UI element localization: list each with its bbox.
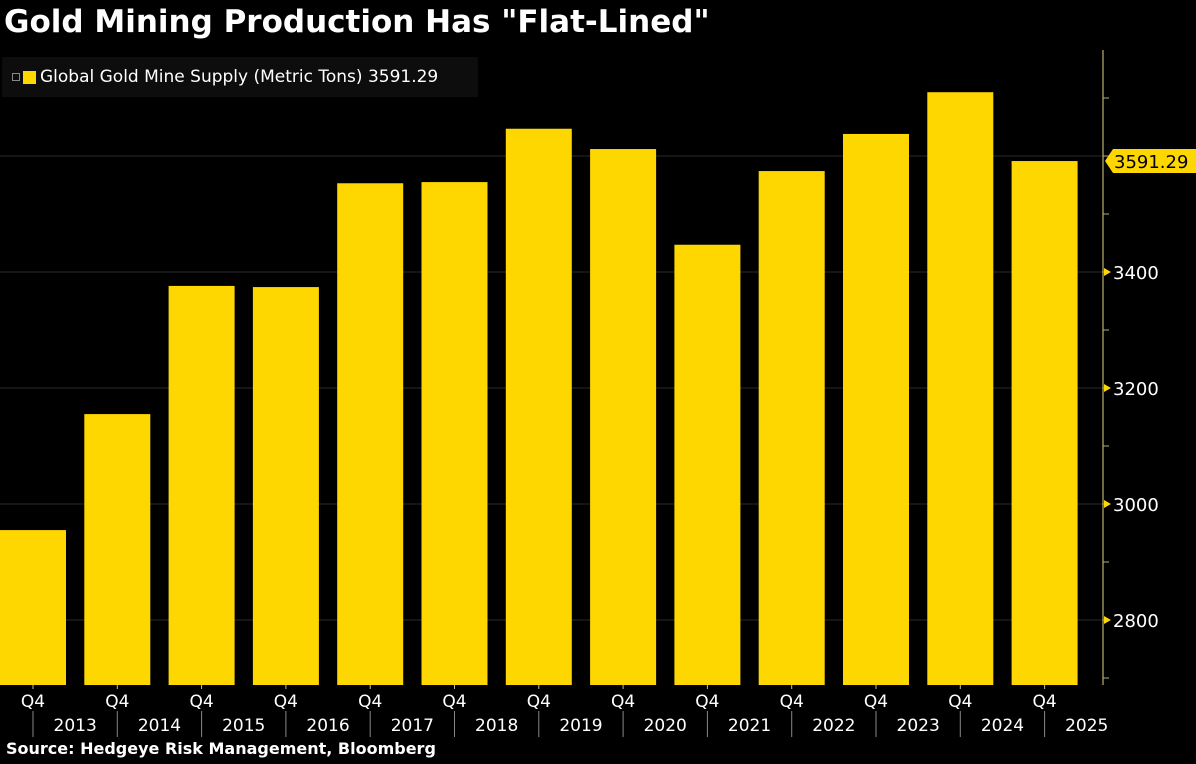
bar xyxy=(0,530,66,685)
legend-swatch xyxy=(23,70,36,84)
y-tick-label: 3400 xyxy=(1113,263,1159,284)
y-tick-marker xyxy=(1104,500,1111,508)
x-quarter-label: Q4 xyxy=(274,692,298,712)
bar xyxy=(590,149,657,686)
y-tick-marker xyxy=(1104,268,1111,276)
y-tick-marker xyxy=(1104,384,1111,392)
bar xyxy=(421,182,488,685)
x-quarter-label: Q4 xyxy=(189,692,213,712)
x-year-label: 2025 xyxy=(1065,716,1108,736)
x-year-label: 2022 xyxy=(812,716,855,736)
x-quarter-label: Q4 xyxy=(442,692,466,712)
last-value-badge xyxy=(1105,149,1196,174)
bar xyxy=(674,244,741,686)
legend-series-name: Global Gold Mine Supply (Metric Tons) xyxy=(40,67,363,87)
bar xyxy=(758,171,825,685)
x-quarter-label: Q4 xyxy=(21,692,45,712)
x-year-label: 2016 xyxy=(306,716,349,736)
bar xyxy=(843,133,909,685)
x-year-label: 2017 xyxy=(391,716,434,736)
x-year-label: 2014 xyxy=(138,716,181,736)
x-quarter-label: Q4 xyxy=(611,692,635,712)
bar xyxy=(168,285,235,685)
source-note: Source: Hedgeye Risk Management, Bloombe… xyxy=(6,739,436,758)
x-quarter-label: Q4 xyxy=(1032,692,1056,712)
y-tick-marker xyxy=(1104,616,1111,624)
legend[interactable]: Global Gold Mine Supply (Metric Tons) 35… xyxy=(2,57,478,97)
x-quarter-label: Q4 xyxy=(780,692,804,712)
last-value-label: 3591.29 xyxy=(1114,152,1188,173)
x-year-label: 2021 xyxy=(728,716,771,736)
x-quarter-label: Q4 xyxy=(948,692,972,712)
x-quarter-label: Q4 xyxy=(105,692,129,712)
x-quarter-label: Q4 xyxy=(527,692,551,712)
bar xyxy=(505,128,572,686)
bar xyxy=(84,414,151,685)
x-quarter-label: Q4 xyxy=(695,692,719,712)
y-tick-label: 2800 xyxy=(1113,611,1159,632)
x-quarter-label: Q4 xyxy=(864,692,888,712)
bar xyxy=(1011,161,1078,685)
x-year-label: 2023 xyxy=(897,716,940,736)
chart-title: Gold Mining Production Has "Flat-Lined" xyxy=(4,4,710,40)
x-year-label: 2019 xyxy=(559,716,602,736)
x-year-label: 2015 xyxy=(222,716,265,736)
x-year-label: 2020 xyxy=(644,716,687,736)
x-quarter-label: Q4 xyxy=(358,692,382,712)
legend-toggle-icon[interactable] xyxy=(12,73,20,81)
x-year-label: 2013 xyxy=(54,716,97,736)
x-year-label: 2018 xyxy=(475,716,518,736)
bar xyxy=(337,183,404,685)
legend-last-value: 3591.29 xyxy=(367,67,439,87)
bar xyxy=(252,287,319,685)
y-tick-label: 3000 xyxy=(1113,495,1159,516)
y-tick-label: 3200 xyxy=(1113,379,1159,400)
x-year-label: 2024 xyxy=(981,716,1024,736)
bar xyxy=(927,92,994,685)
